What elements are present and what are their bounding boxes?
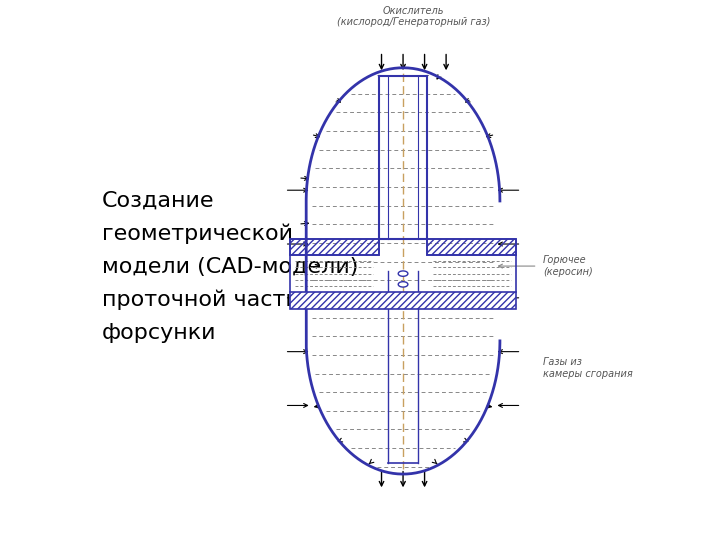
- Text: Горючее
(керосин): Горючее (керосин): [543, 255, 593, 277]
- Ellipse shape: [398, 271, 408, 276]
- Bar: [290, 293, 516, 308]
- Bar: [427, 239, 516, 255]
- Bar: [290, 239, 379, 255]
- Text: Окислитель
(кислород/Генераторный газ): Окислитель (кислород/Генераторный газ): [337, 6, 490, 28]
- Text: Газы из
камеры сгорания: Газы из камеры сгорания: [543, 357, 633, 379]
- Bar: [427, 239, 516, 255]
- Bar: [290, 239, 379, 255]
- Text: Создание
геометрической
модели (CAD-модели)
проточной части
форсунки: Создание геометрической модели (CAD-моде…: [102, 190, 358, 343]
- Ellipse shape: [398, 282, 408, 287]
